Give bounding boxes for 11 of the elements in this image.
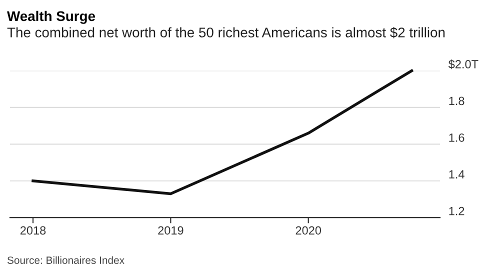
y-tick-label: 1.8 [449, 96, 464, 106]
x-tick-label: 2018 [20, 226, 46, 235]
chart-subtitle: The combined net worth of the 50 richest Americans is almost $2 trillion [7, 26, 445, 38]
y-tick-label: 1.6 [449, 133, 464, 142]
y-tick-label: 1.4 [449, 170, 464, 178]
y-tick-label: 1.2 [449, 206, 464, 216]
chart-title: Wealth Surge [7, 10, 96, 24]
x-tick-label: 2020 [296, 226, 322, 235]
x-tick-label: 2019 [158, 226, 184, 235]
y-tick-label: $2.0T [448, 60, 478, 70]
source-note: Source: Billionaires Index [7, 256, 124, 264]
